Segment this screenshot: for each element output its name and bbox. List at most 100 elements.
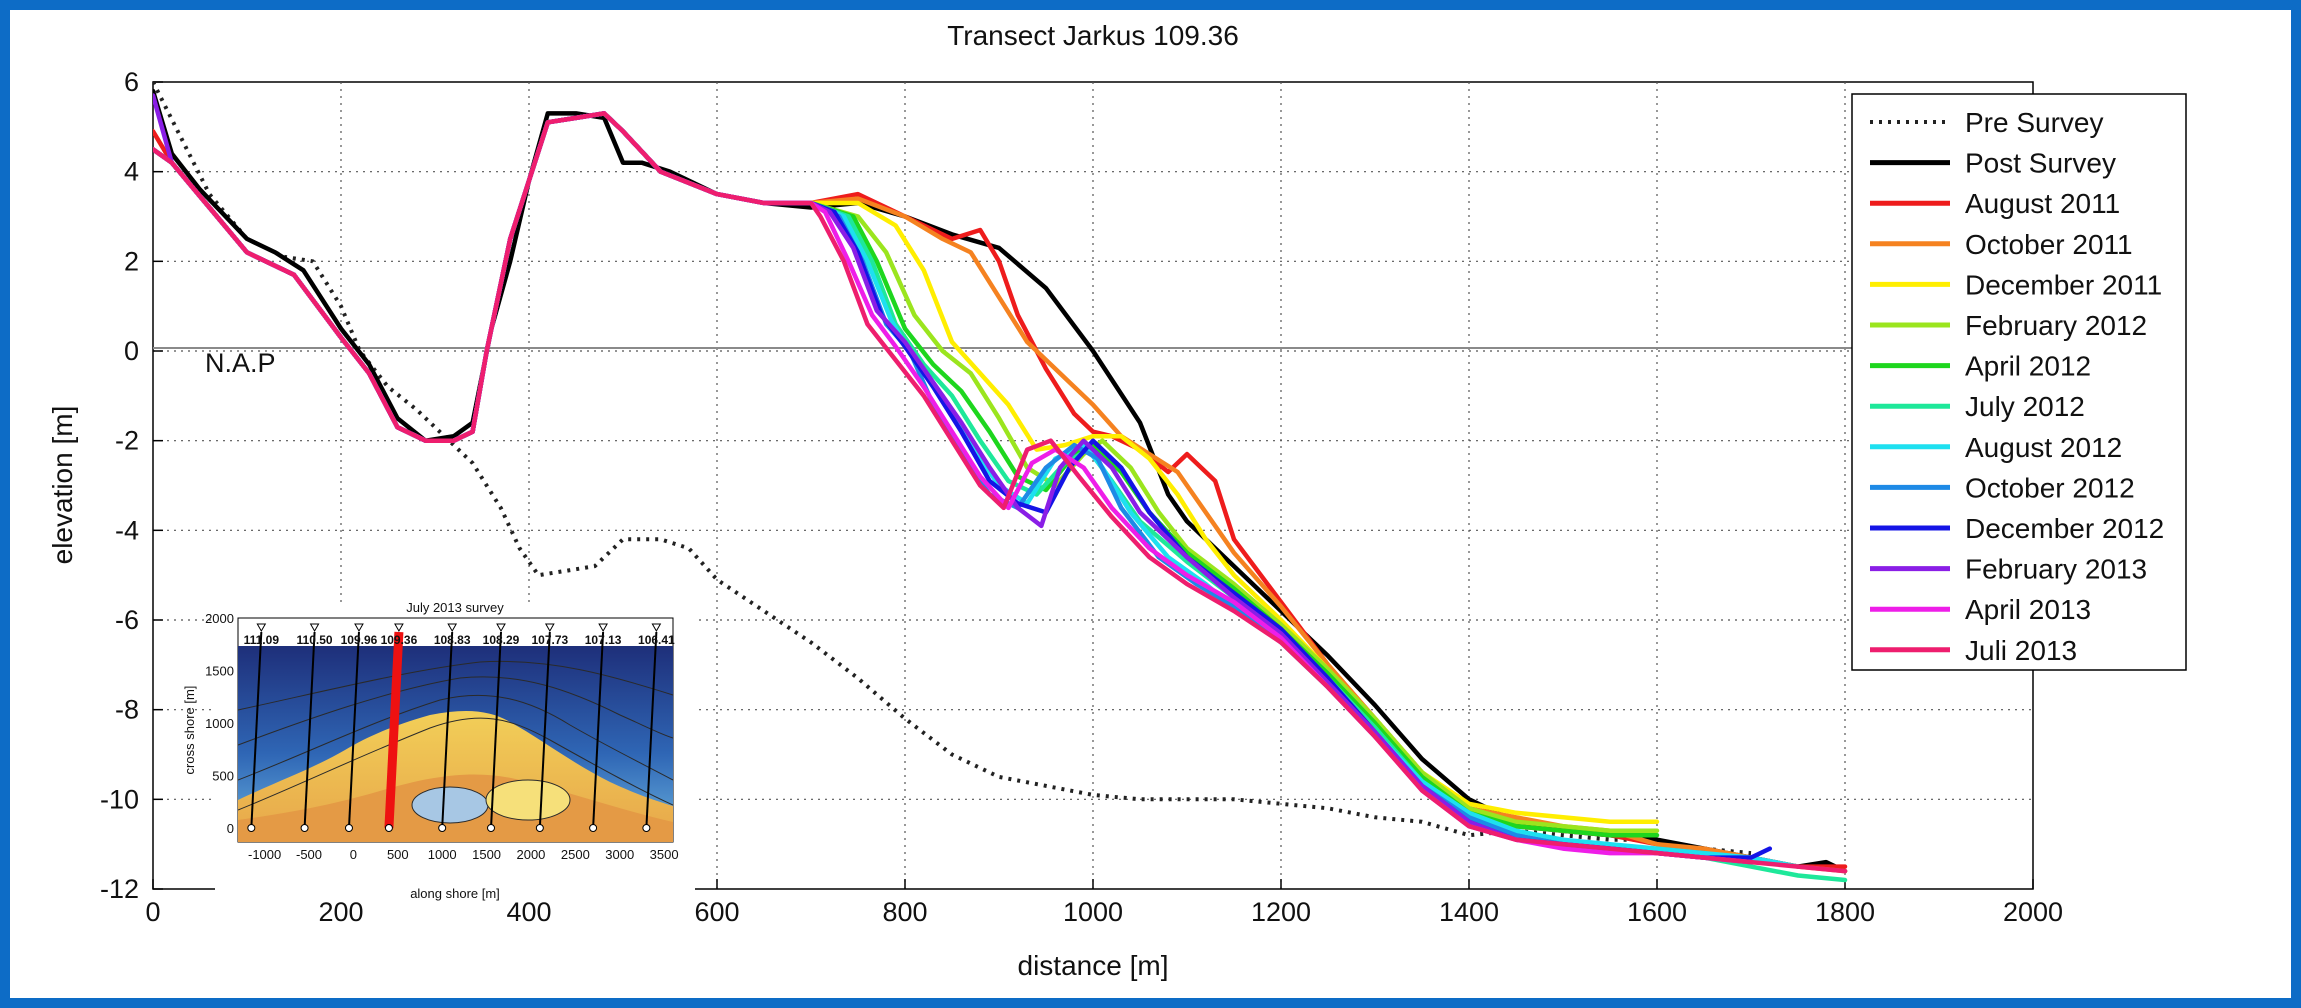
legend-label-pre-survey: Pre Survey (1965, 107, 2104, 138)
legend-label-juli-2013: Juli 2013 (1965, 635, 2077, 666)
y-tick-label: -4 (115, 515, 139, 545)
inset-bathymetry (238, 646, 673, 842)
inset-transect-line (250, 631, 263, 829)
inset-transect-line (490, 631, 503, 829)
legend-label-february-2012: February 2012 (1965, 310, 2147, 341)
inset-transect-line (592, 631, 605, 829)
legend-label-april-2013: April 2013 (1965, 594, 2091, 625)
series-lines (153, 82, 1848, 883)
inset-x-tick-label: 0 (350, 847, 357, 862)
inset-x-tick-label: 1500 (472, 847, 501, 862)
inset-transect-arrow (354, 623, 364, 633)
y-tick-label: 4 (124, 157, 139, 187)
inset-y-label: cross shore [m] (182, 686, 197, 775)
legend: Pre Survey Post Survey August 2011 October … (1851, 93, 2187, 671)
inset-transect-line (303, 631, 316, 829)
legend-label-april-2012: April 2012 (1965, 351, 2091, 382)
x-axis-label: distance [m] (1018, 950, 1169, 981)
inset-transect-label: 107.73 (531, 633, 568, 647)
inset-y-tick-label: 0 (227, 821, 234, 836)
inset-x-tick-label: 1000 (428, 847, 457, 862)
inset-y-tick-label: 2000 (205, 611, 234, 626)
legend-box (1851, 93, 2187, 671)
inset-y-tick-label: 1500 (205, 664, 234, 679)
x-tick-label: 1600 (1627, 897, 1687, 927)
inset-x-tick-label: 3000 (605, 847, 634, 862)
x-tick-label: 1000 (1063, 897, 1123, 927)
y-axis-ticks: -12 -10 -8 -6 -4 -2 0 2 4 6 (100, 67, 163, 904)
inset-transect-arrow (394, 623, 404, 633)
y-axis-label: elevation [m] (47, 406, 78, 565)
inset-transect-label: 110.50 (297, 633, 333, 647)
inset-transect-lines: 111.09 110.50 109.96 109.36 108.83 108.29 107.… (244, 623, 675, 832)
legend-label-august-2011: August 2011 (1965, 188, 2120, 219)
y-tick-label: -10 (100, 784, 139, 814)
y-tick-label: 2 (124, 246, 139, 276)
inset-transect-marker (642, 824, 651, 832)
inset-x-tick-label: 2500 (561, 847, 590, 862)
y-tick-label: -6 (115, 605, 139, 635)
inset-title: July 2013 survey (406, 600, 504, 615)
inset-x-tick-label: 500 (387, 847, 409, 862)
nap-annotation: N.A.P (205, 348, 276, 378)
inset-map: July 2013 survey 111.09 110.50 109.96 109.3… (182, 600, 695, 901)
y-tick-label: -12 (100, 874, 139, 904)
x-tick-label: 200 (318, 897, 363, 927)
inset-transect-arrow (544, 623, 555, 633)
legend-label-august-2012: August 2012 (1965, 432, 2122, 463)
x-tick-label: 2000 (2003, 897, 2063, 927)
legend-label-october-2012: October 2012 (1965, 472, 2135, 503)
x-tick-label: 400 (506, 897, 551, 927)
x-axis-ticks: 0 200 400 600 800 1000 1200 1400 1600 1800 2000 (145, 879, 2063, 927)
inset-transect-line (645, 631, 658, 829)
inset-transect-label: 109.96 (341, 633, 378, 647)
inset-transect-line (538, 631, 551, 829)
inset-transect-label: 111.09 (244, 633, 280, 647)
inset-x-tick-label: 2000 (516, 847, 545, 862)
inset-transect-arrow (496, 623, 506, 633)
inset-transect-arrow (447, 623, 458, 633)
inset-x-tick-label: -1000 (248, 847, 281, 862)
inset-transect-marker (589, 824, 598, 832)
inset-transect-marker (535, 824, 544, 832)
inset-transect-highlight (384, 631, 404, 829)
x-tick-label: 800 (882, 897, 927, 927)
inset-transect-label: 109.36 (381, 633, 418, 647)
inset-transect-line (441, 631, 454, 829)
inset-transect-marker (344, 824, 353, 832)
y-tick-label: 6 (124, 67, 139, 97)
y-tick-label: 0 (124, 336, 139, 366)
inset-transect-line (347, 631, 360, 829)
series-line-juli-2013 (153, 111, 1848, 874)
inset-y-tick-label: 1000 (205, 716, 234, 731)
inset-transect-label: 107.13 (585, 633, 622, 647)
x-tick-label: 1400 (1439, 897, 1499, 927)
legend-label-july-2012: July 2012 (1965, 391, 2085, 422)
legend-label-october-2011: October 2011 (1965, 229, 2133, 260)
x-tick-label: 1200 (1251, 897, 1311, 927)
legend-label-december-2012: December 2012 (1965, 513, 2164, 544)
inset-transect-label: 106.41 (638, 633, 675, 647)
inset-transect-arrow (651, 623, 662, 633)
figure-frame: Transect Jarkus 109.36 0 200 400 600 800 1000… (10, 10, 2291, 998)
inset-y-tick-label: 500 (212, 769, 234, 784)
inset-x-tick-label: 3500 (650, 847, 679, 862)
inset-transect-marker (384, 824, 393, 832)
inset-transect-arrow (598, 623, 608, 633)
legend-label-post-survey: Post Survey (1965, 148, 2116, 179)
inset-y-ticks: 2000 1500 1000 500 0 (205, 611, 234, 836)
x-tick-label: 0 (145, 897, 160, 927)
inset-x-label: along shore [m] (410, 886, 500, 901)
y-tick-label: -2 (115, 426, 139, 456)
inset-x-tick-label: -500 (296, 847, 322, 862)
inset-transect-marker (247, 824, 256, 832)
inset-transect-marker (487, 824, 496, 832)
x-tick-label: 1800 (1815, 897, 1875, 927)
transect-chart: Transect Jarkus 109.36 0 200 400 600 800 1000… (47, 20, 2187, 981)
inset-transect-marker (438, 824, 447, 832)
inset-transect-arrow (256, 623, 267, 633)
series-line-pre-survey (153, 82, 1752, 856)
inset-transect-arrow (309, 623, 320, 633)
legend-label-december-2011: December 2011 (1965, 269, 2162, 300)
x-tick-label: 600 (694, 897, 739, 927)
